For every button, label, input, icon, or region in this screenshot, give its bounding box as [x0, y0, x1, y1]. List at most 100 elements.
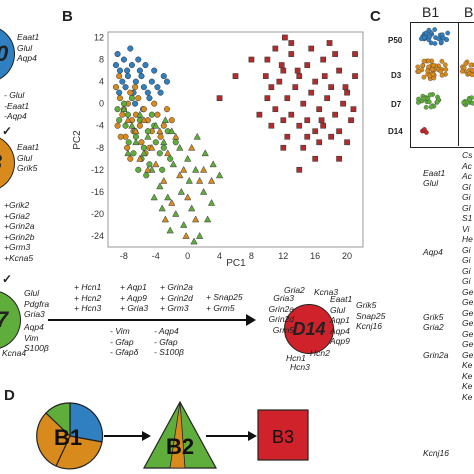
data-point [176, 171, 184, 179]
gene-change: + Aqp9 [120, 292, 147, 303]
cell-dot [421, 96, 427, 101]
data-point [128, 121, 136, 129]
data-point [188, 143, 196, 151]
panel-c-gene-stub: Gl [462, 181, 471, 192]
data-point [342, 84, 349, 90]
data-point [207, 176, 216, 184]
gene-label: Kcnj16 [356, 321, 382, 331]
gene-label: Grm5 [272, 324, 294, 335]
data-point [172, 139, 179, 146]
panel-c-gene: Aqp4 [423, 247, 443, 257]
y-tick-label: -24 [91, 231, 104, 241]
gene-change: + Aqp1 [120, 282, 147, 292]
data-point [114, 51, 121, 58]
data-point [180, 221, 188, 228]
data-point [264, 95, 271, 102]
data-point [117, 133, 124, 140]
panel-c-gene-stub: Ge [462, 307, 474, 318]
data-point [184, 193, 192, 201]
gene-change: +Grin2a [4, 221, 35, 231]
panel-c-header-b2: B [464, 4, 474, 20]
data-point [172, 132, 180, 140]
y-tick-label: -4 [96, 121, 104, 131]
data-point [312, 128, 319, 135]
gene-label: Hcn2 [310, 348, 330, 358]
cell-dot [421, 74, 427, 80]
data-point [132, 100, 139, 107]
panel-c-gene-stub: Ke [462, 360, 473, 370]
data-point [148, 78, 155, 85]
data-point [184, 154, 192, 162]
stage-label-p50: 50 [0, 41, 8, 67]
data-point [164, 149, 172, 157]
panel-c-gene-stub: Ac [462, 160, 472, 171]
data-point [256, 111, 263, 118]
gene-label: Grin2d [268, 314, 294, 324]
data-point [144, 89, 151, 96]
data-point [130, 150, 137, 157]
panel-c-gene-stub: Ge [462, 328, 474, 339]
data-point [150, 193, 158, 201]
gene-change: - Gfap [154, 336, 178, 347]
data-point [159, 166, 166, 173]
cell-dot [429, 66, 435, 72]
panel-c-gene-stub: Gl [462, 202, 471, 213]
panel-c-gene-stub: Gi [462, 192, 471, 202]
data-point [135, 56, 142, 63]
x-tick-label: 20 [342, 251, 352, 261]
data-point [336, 67, 342, 74]
p50-gene-list: Eaat1 Glul Aqp4 [17, 32, 39, 64]
gene-label: Grin2a [268, 303, 294, 314]
data-point [157, 89, 164, 96]
data-point [140, 116, 148, 124]
data-point [268, 84, 275, 90]
cell-dot [438, 68, 444, 74]
gene-label: Aqp1 [330, 315, 350, 325]
panel-c-gene-stub: Gi [462, 265, 471, 276]
panel-c-gene-stub: Ge [462, 286, 474, 297]
data-point [280, 117, 287, 124]
cell-dot [436, 36, 442, 42]
panel-c-gene: Glul [423, 178, 439, 188]
data-point [232, 73, 239, 79]
data-point [140, 149, 148, 157]
panel-c-gene: Gria2 [423, 322, 444, 332]
data-point [152, 160, 160, 168]
data-point [116, 73, 123, 80]
y-tick-label: -8 [96, 143, 104, 153]
panel-c-gene-stub: Ge [462, 297, 474, 307]
data-point [328, 84, 334, 90]
gene-label: Eaat1 [330, 294, 353, 304]
cell-dot [427, 92, 433, 98]
panel-c-row-label: P50 [388, 36, 403, 45]
data-point [328, 133, 334, 140]
gene-label: Gria3 [273, 293, 294, 303]
d14-left-genes: Gria3 Grin2a Grin2d Grm5 [254, 293, 294, 335]
cell-dot [432, 41, 438, 46]
data-point [192, 165, 200, 173]
y-tick-label: 0 [99, 99, 104, 109]
gene-label: Pdgfra [24, 298, 50, 309]
data-point [167, 155, 174, 162]
data-point [112, 62, 120, 69]
b2-label: B2 [166, 434, 194, 459]
data-point [308, 89, 315, 96]
gene-change: - Gfap [110, 336, 134, 347]
cell-dot [426, 99, 432, 105]
minus-group-2: - Aqp4 - Gfap - S100β [154, 326, 184, 358]
data-point [124, 67, 131, 74]
data-point [300, 100, 307, 107]
panel-c-clusters [415, 27, 474, 135]
gene-label: Glul [24, 288, 40, 298]
gene-label: Kcna4 [2, 348, 27, 358]
data-point [209, 160, 217, 168]
data-point [321, 73, 328, 79]
cell-dot [426, 27, 432, 33]
gene-change: -Aqp4 [4, 111, 27, 121]
stage-label-d3: 3 [0, 150, 2, 176]
data-point [112, 84, 120, 91]
data-point [304, 117, 311, 124]
data-point [135, 95, 142, 102]
gene-change: - Aqp4 [154, 326, 179, 336]
cell-dot [470, 100, 474, 106]
